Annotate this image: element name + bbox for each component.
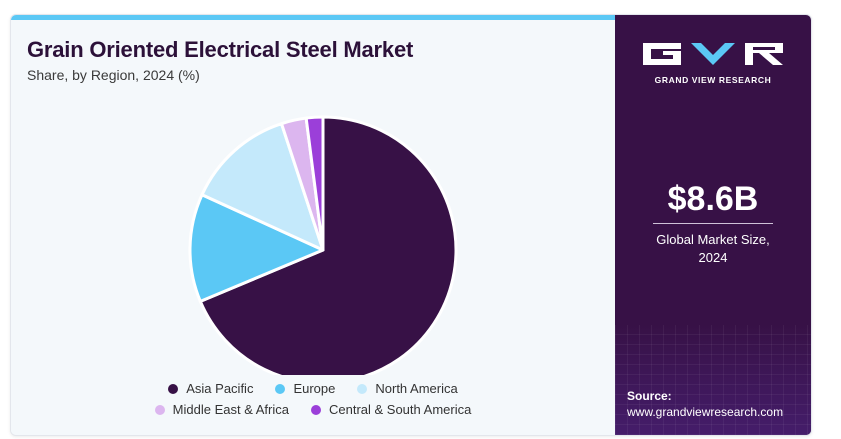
source-link[interactable]: www.grandviewresearch.com bbox=[627, 405, 784, 419]
top-accent-bar bbox=[11, 15, 615, 20]
value-divider bbox=[653, 223, 773, 224]
legend-item-europe: Europe bbox=[275, 381, 335, 396]
pie-slice-europe bbox=[188, 193, 325, 303]
infographic-card: Grain Oriented Electrical Steel Market S… bbox=[10, 14, 812, 436]
legend-swatch-europe bbox=[275, 383, 286, 394]
market-size-label: Global Market Size, 2024 bbox=[615, 231, 811, 267]
market-size-label-line1: Global Market Size, bbox=[656, 232, 770, 247]
pie-slice-north-america bbox=[200, 122, 325, 252]
market-size-value: $8.6B bbox=[667, 180, 759, 218]
legend-row-2: Middle East & Africa Central & South Ame… bbox=[11, 402, 615, 417]
brand-logo: GRAND VIEW RESEARCH bbox=[639, 39, 787, 95]
legend-label-middle-east-africa: Middle East & Africa bbox=[172, 402, 289, 417]
legend-label-north-america: North America bbox=[375, 381, 458, 396]
chart-title: Grain Oriented Electrical Steel Market bbox=[27, 37, 414, 62]
legend-item-north-america: North America bbox=[357, 381, 458, 396]
legend-item-asia-pacific: Asia Pacific bbox=[168, 381, 253, 396]
legend-swatch-middle-east-africa bbox=[154, 404, 165, 415]
legend-item-middle-east-africa: Middle East & Africa bbox=[154, 402, 289, 417]
pie-slice-central-south-america bbox=[304, 115, 325, 252]
chart-subtitle: Share, by Region, 2024 (%) bbox=[27, 67, 200, 83]
brand-name: GRAND VIEW RESEARCH bbox=[654, 75, 772, 85]
chart-panel: Grain Oriented Electrical Steel Market S… bbox=[11, 15, 615, 435]
summary-panel: GRAND VIEW RESEARCH $8.6B Global Market … bbox=[615, 15, 811, 435]
legend-row-1: Asia Pacific Europe North America bbox=[11, 381, 615, 396]
legend-label-europe: Europe bbox=[293, 381, 336, 396]
legend-label-central-south-america: Central & South America bbox=[328, 402, 472, 417]
legend-swatch-asia-pacific bbox=[168, 383, 179, 394]
legend-swatch-central-south-america bbox=[310, 404, 321, 415]
pie-chart bbox=[188, 115, 458, 375]
legend-swatch-north-america bbox=[357, 383, 368, 394]
market-size-label-line2: 2024 bbox=[698, 250, 728, 265]
logo-mark-icon bbox=[643, 43, 783, 65]
source-label: Source: bbox=[627, 389, 672, 403]
legend-item-central-south-america: Central & South America bbox=[310, 402, 472, 417]
decorative-grid bbox=[615, 325, 811, 435]
legend-label-asia-pacific: Asia Pacific bbox=[186, 381, 254, 396]
pie-slice-asia-pacific bbox=[198, 115, 458, 375]
